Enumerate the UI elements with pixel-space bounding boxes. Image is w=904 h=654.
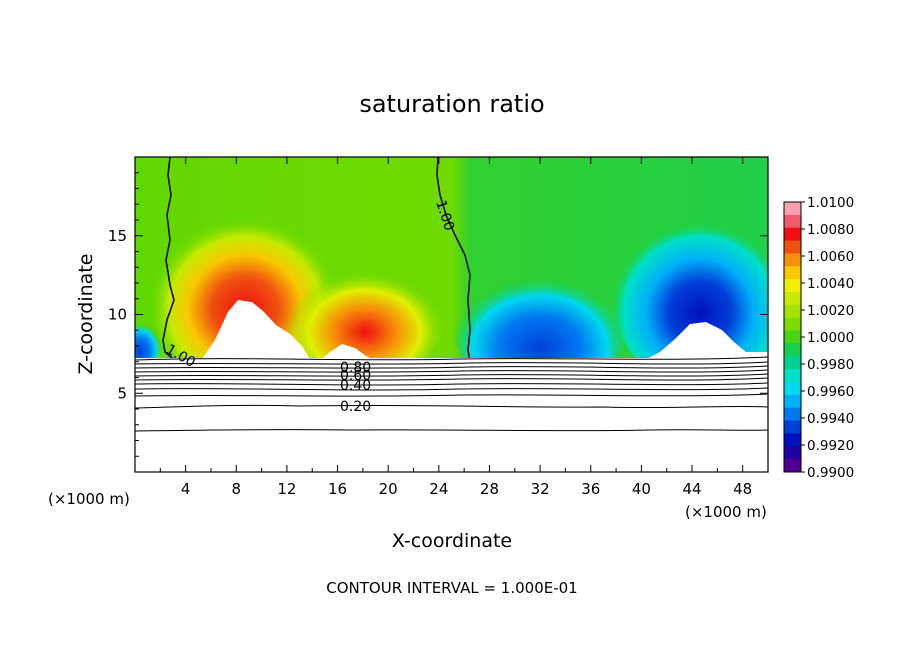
x-tick-label: 8 [232,480,242,498]
contour-line-0-60 [135,377,768,381]
contour-line [135,373,768,377]
x-tick-label: 20 [379,480,398,498]
x-tick-label: 24 [429,480,448,498]
colorbar-swatch [784,279,801,293]
subsaturation-region-right [610,205,768,358]
y-tick-label: 10 [108,306,127,324]
colorbar-swatch [784,317,801,332]
x-tick-label: 12 [277,480,296,498]
lower-contours [135,356,768,432]
contour-line-0-80 [135,369,768,373]
contour-line-0-40 [135,387,768,391]
contour-1-00-left [162,157,175,358]
unsaturated-white-region-center [322,344,370,358]
x-tick-label: 4 [181,480,191,498]
colorbar-swatch [784,356,801,370]
colorbar-swatch [784,292,801,306]
colorbar-swatch [784,227,801,242]
contour-line [135,361,768,365]
colorbar-swatch [784,330,801,344]
x-axis: 4 8 12 16 20 24 28 32 36 40 44 48 [159,157,752,498]
x-tick-label: 32 [531,480,550,498]
unsaturated-white-region-right [648,322,768,358]
contour-line [135,382,768,386]
x-tick-label: 44 [682,480,701,498]
x-tick-label: 36 [581,480,600,498]
boundary-contour [135,356,768,361]
colorbar-swatch [784,304,801,319]
colorbar-tick-label: 1.0080 [807,222,854,238]
colorbar-tick-label: 0.9980 [807,357,854,373]
colorbar-swatch [784,433,801,447]
x-tick-label: 16 [328,480,347,498]
contour-label-0-80: 0.80 [340,360,371,376]
y-tick-label: 5 [117,384,127,402]
saturation-contours [162,157,471,358]
y-axis: 5 10 15 [108,172,768,457]
colorbar-tick-label: 1.0020 [807,303,854,319]
colorbar-tick-label: 0.9940 [807,411,854,427]
subsaturation-region-center [450,250,630,358]
x-axis-label: X-coordinate [392,530,512,552]
x-tick-label: 40 [632,480,651,498]
colorbar-tick-label: 1.0060 [807,249,854,265]
colorbar-tick-label: 1.0000 [807,330,854,346]
contour-interval-footer: CONTOUR INTERVAL = 1.000E-01 [326,579,577,597]
contour-label-0-40: 0.40 [340,378,371,394]
contour-line-0-20 [135,404,768,409]
heatmap-field [135,157,768,358]
contour-1-00-center [436,157,471,358]
colorbar-swatch [784,407,801,422]
subsaturation-region-left-edge [135,312,162,358]
x-tick-label: 48 [733,480,752,498]
colorbar: 1.0100 1.0080 1.0060 1.0040 1.0020 1.0000 0.99… [783,195,854,481]
colorbar-swatch [784,382,801,396]
colorbar-swatch [784,253,801,267]
colorbar-swatch [784,459,801,473]
x-unit-label-right: (×1000 m) [685,503,767,521]
colorbar-tick-label: 0.9960 [807,384,854,400]
x-unit-label-left: (×1000 m) [48,490,130,508]
colorbar-tick-label: 1.0100 [807,195,854,211]
colorbar-swatch [784,369,801,383]
colorbar-tick-label: 0.9920 [807,438,854,454]
colorbar-tick-label: 0.9900 [807,465,854,481]
x-tick-label: 28 [480,480,499,498]
colorbar-swatch [784,266,801,280]
y-tick-label: 15 [108,227,127,245]
y-axis-label: Z-coordinate [75,254,97,375]
supersaturation-region-center [285,260,445,358]
contour-label-0-60: 0.60 [340,368,371,384]
contour-line [135,393,768,397]
colorbar-tick-label: 1.0040 [807,276,854,292]
plot-area: 1.00 1.00 0.80 0.60 0.40 0.20 [134,156,769,473]
colorbar-swatch [784,214,801,229]
colorbar-swatch [784,202,801,216]
colorbar-swatch [784,420,801,434]
contour-line-bottom [135,429,768,432]
colorbar-swatch [784,240,801,254]
unsaturated-white-region-left [202,300,310,358]
colorbar-swatch [784,343,801,357]
contour-line [135,365,768,369]
colorbar-swatch [784,446,801,460]
chart-title: saturation ratio [359,90,544,118]
colorbar-swatch [784,394,801,409]
contour-label-0-20: 0.20 [340,399,371,415]
